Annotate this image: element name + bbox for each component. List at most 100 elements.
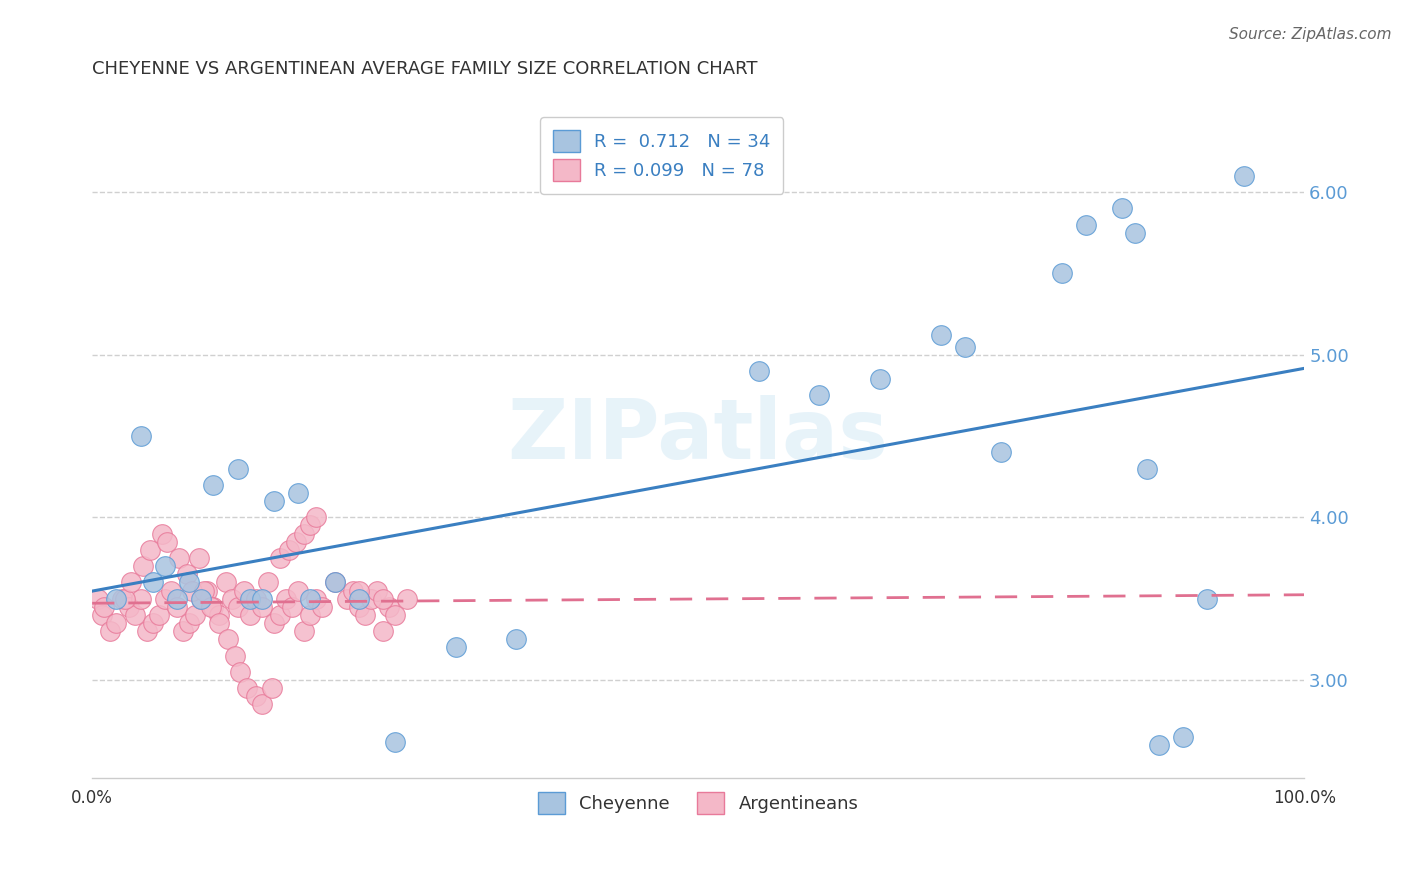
Point xyxy=(990,445,1012,459)
Point xyxy=(166,599,188,614)
Point xyxy=(98,624,121,639)
Point xyxy=(305,510,328,524)
Point xyxy=(366,583,388,598)
Point xyxy=(245,591,267,606)
Point xyxy=(257,575,280,590)
Point xyxy=(232,583,254,598)
Point xyxy=(129,429,152,443)
Point xyxy=(208,615,231,630)
Point xyxy=(1074,218,1097,232)
Point xyxy=(269,551,291,566)
Point xyxy=(1197,591,1219,606)
Point xyxy=(180,583,202,598)
Point xyxy=(90,607,112,622)
Point xyxy=(250,599,273,614)
Point xyxy=(224,648,246,663)
Point xyxy=(323,575,346,590)
Point xyxy=(105,591,128,606)
Point xyxy=(214,575,236,590)
Point xyxy=(142,575,165,590)
Point xyxy=(221,591,243,606)
Point xyxy=(347,599,370,614)
Point xyxy=(323,575,346,590)
Point xyxy=(120,575,142,590)
Point xyxy=(360,591,382,606)
Point xyxy=(142,615,165,630)
Point xyxy=(250,698,273,712)
Point xyxy=(263,615,285,630)
Point xyxy=(1123,226,1146,240)
Point xyxy=(336,591,359,606)
Point xyxy=(869,372,891,386)
Point xyxy=(239,607,262,622)
Point xyxy=(148,607,170,622)
Point xyxy=(135,624,157,639)
Point xyxy=(287,583,309,598)
Point xyxy=(292,526,315,541)
Point xyxy=(117,599,139,614)
Point xyxy=(269,607,291,622)
Point xyxy=(292,624,315,639)
Point xyxy=(1136,461,1159,475)
Point xyxy=(299,591,322,606)
Point xyxy=(202,477,225,491)
Point xyxy=(384,607,406,622)
Point xyxy=(93,599,115,614)
Point xyxy=(347,591,370,606)
Point xyxy=(105,615,128,630)
Point xyxy=(384,735,406,749)
Point xyxy=(184,607,207,622)
Point xyxy=(139,542,162,557)
Point xyxy=(378,599,401,614)
Point xyxy=(153,559,176,574)
Point xyxy=(160,583,183,598)
Point xyxy=(371,591,394,606)
Point xyxy=(929,328,952,343)
Point xyxy=(505,632,527,647)
Point xyxy=(260,681,283,695)
Point xyxy=(299,607,322,622)
Point xyxy=(179,575,201,590)
Point xyxy=(305,591,328,606)
Text: Source: ZipAtlas.com: Source: ZipAtlas.com xyxy=(1229,27,1392,42)
Point xyxy=(229,665,252,679)
Point xyxy=(179,615,201,630)
Point xyxy=(748,364,770,378)
Point xyxy=(444,640,467,655)
Point xyxy=(281,599,304,614)
Point xyxy=(166,591,188,606)
Point xyxy=(114,591,136,606)
Point xyxy=(284,534,307,549)
Point xyxy=(287,486,309,500)
Point xyxy=(226,461,249,475)
Point xyxy=(226,599,249,614)
Point xyxy=(953,339,976,353)
Point xyxy=(87,591,110,606)
Point xyxy=(190,591,212,606)
Point xyxy=(311,599,333,614)
Point xyxy=(202,599,225,614)
Point xyxy=(354,607,377,622)
Point xyxy=(1111,202,1133,216)
Point xyxy=(217,632,239,647)
Point xyxy=(1171,730,1194,744)
Point xyxy=(1147,738,1170,752)
Point xyxy=(152,526,174,541)
Point xyxy=(239,591,262,606)
Point xyxy=(245,690,267,704)
Point xyxy=(132,559,155,574)
Point xyxy=(371,624,394,639)
Point xyxy=(129,591,152,606)
Point xyxy=(176,567,198,582)
Point xyxy=(236,681,259,695)
Point xyxy=(274,591,297,606)
Point xyxy=(200,599,222,614)
Point xyxy=(396,591,419,606)
Point xyxy=(190,591,212,606)
Point xyxy=(111,591,134,606)
Point xyxy=(153,591,176,606)
Text: CHEYENNE VS ARGENTINEAN AVERAGE FAMILY SIZE CORRELATION CHART: CHEYENNE VS ARGENTINEAN AVERAGE FAMILY S… xyxy=(93,60,758,78)
Point xyxy=(208,607,231,622)
Point xyxy=(172,624,194,639)
Point xyxy=(808,388,831,402)
